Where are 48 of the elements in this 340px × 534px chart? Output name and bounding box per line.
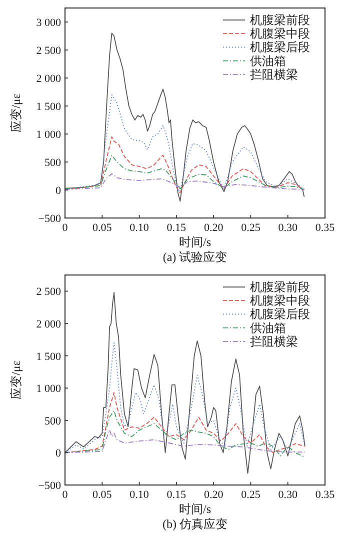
text: (a) 试验应变 (162, 250, 228, 264)
y-tick-label: 1 500 (36, 101, 62, 113)
y-axis-title: 应变/με (9, 94, 23, 132)
y-tick-label: −500 (38, 213, 62, 225)
legend-label: 机腹梁后段 (250, 307, 310, 322)
y-tick-label: 3 000 (36, 17, 62, 29)
x-tick-label: 0.15 (166, 222, 187, 234)
text: (b) 仿真应变 (162, 517, 228, 531)
y-tick-label: 1 500 (36, 350, 62, 363)
x-tick-label: 0.05 (92, 489, 112, 501)
y-tick-label: −500 (38, 480, 62, 492)
legend-label: 机腹梁中段 (250, 294, 310, 308)
x-tick-label: 0.30 (278, 222, 298, 234)
line-series (65, 154, 305, 190)
x-tick-label: 0.35 (315, 489, 336, 501)
legend-label: 机腹梁后段 (250, 40, 310, 54)
x-tick-label: 0.10 (130, 222, 150, 234)
y-tick-label: 2 000 (36, 318, 62, 330)
line-series (65, 430, 306, 454)
y-tick-label: 2 500 (36, 286, 62, 298)
y-tick-label: 1 000 (36, 383, 62, 396)
legend-label: 拦阻横梁 (250, 334, 298, 348)
x-tick-label: 0.30 (278, 489, 298, 501)
legend-label: 机腹梁中段 (250, 26, 310, 41)
x-tick-label: 0.25 (241, 489, 261, 501)
y-tick-label: 2 500 (36, 45, 62, 57)
x-axis-title: 时间/s (178, 235, 212, 249)
legend-label: 供油箱 (250, 54, 286, 68)
x-axis-title: 时间/s (178, 502, 212, 516)
y-tick-label: 500 (44, 157, 62, 169)
y-tick-label: 0 (56, 185, 62, 197)
x-tick-label: 0.25 (241, 222, 261, 234)
y-tick-label: 2 000 (36, 73, 62, 85)
x-tick-label: 0.15 (166, 489, 187, 501)
legend-label: 拦阻横梁 (250, 67, 298, 82)
y-tick-label: 500 (44, 415, 62, 428)
legend-label: 机腹梁前段 (250, 280, 310, 294)
x-tick-label: 0.35 (315, 222, 336, 234)
x-tick-label: 0.10 (130, 489, 150, 501)
y-tick-label: 0 (56, 448, 62, 460)
y-tick-label: 1 000 (36, 129, 62, 141)
x-tick-label: 0.20 (204, 489, 224, 501)
x-tick-label: 0.20 (204, 222, 224, 234)
x-tick-label: 0.05 (92, 222, 112, 234)
legend-label: 供油箱 (250, 320, 286, 335)
y-axis-title: 应变/με (9, 360, 23, 400)
line-series (65, 173, 305, 190)
legend-label: 机腹梁前段 (250, 13, 310, 27)
